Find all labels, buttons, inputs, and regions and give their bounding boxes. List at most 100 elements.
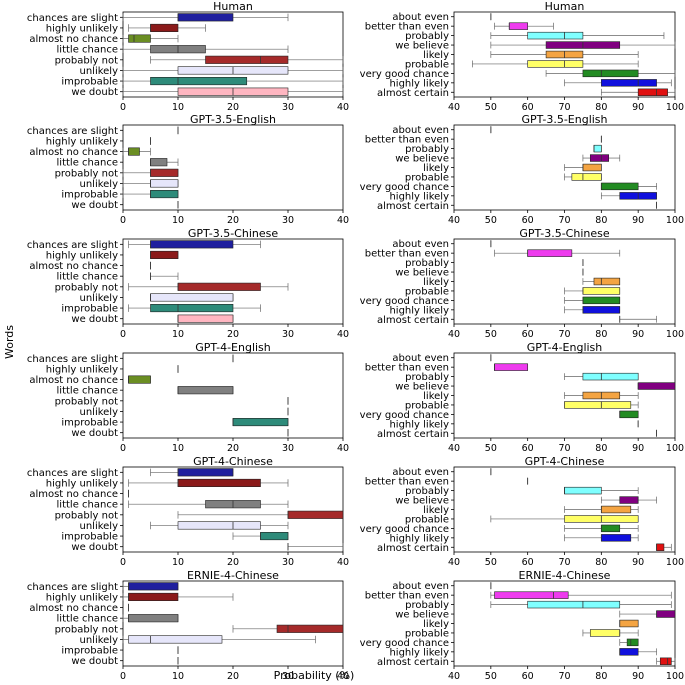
box-body xyxy=(128,635,223,644)
box-body xyxy=(593,277,621,286)
x-tick-label: 0 xyxy=(120,215,126,226)
box-probable xyxy=(582,629,639,637)
panel-title: Human xyxy=(213,0,253,13)
box-body xyxy=(601,534,632,542)
category-label: about even xyxy=(392,12,449,23)
category-label: chances are slight xyxy=(27,582,118,593)
panel-ernie-4-chinese-high: ERNIE-4-Chinese 40 50 60 70 80 90 100 about even… xyxy=(360,569,684,682)
x-tick-label: 30 xyxy=(282,329,294,340)
x-tick-label: 40 xyxy=(448,329,460,340)
box-unlikely xyxy=(122,179,179,188)
x-tick-label: 10 xyxy=(172,102,184,113)
panel-title: GPT-3.5-English xyxy=(521,113,607,126)
category-label: highly likely xyxy=(389,191,449,202)
x-tick-label: 50 xyxy=(485,102,497,113)
box-we-believe xyxy=(619,610,676,618)
category-label: unlikely xyxy=(79,635,118,646)
category-label: little chance xyxy=(57,158,118,169)
x-tick-label: 90 xyxy=(632,671,644,682)
x-tick-label: 30 xyxy=(282,557,294,568)
category-label: chances are slight xyxy=(27,13,118,24)
x-tick-label: 40 xyxy=(448,443,460,454)
box-better-than-even xyxy=(494,22,554,30)
category-label: probable xyxy=(405,59,449,70)
x-tick-label: 100 xyxy=(666,557,684,568)
category-label: we doubt xyxy=(71,87,118,98)
box-improbable xyxy=(128,304,261,313)
box-probably xyxy=(593,144,602,153)
box-probable xyxy=(490,515,639,523)
box-probably-not xyxy=(150,55,344,64)
category-label: probably xyxy=(405,486,449,497)
x-tick-label: 30 xyxy=(282,215,294,226)
category-label: almost certain xyxy=(377,429,449,440)
box-probable xyxy=(564,401,639,409)
x-tick-label: 30 xyxy=(282,102,294,113)
category-label: likely xyxy=(423,50,449,61)
category-label: highly likely xyxy=(389,647,449,658)
category-label: almost no chance xyxy=(29,375,118,386)
category-label: probably not xyxy=(55,624,119,635)
box-unlikely xyxy=(122,66,344,75)
box-body xyxy=(128,147,140,156)
box-unlikely xyxy=(122,635,316,644)
category-label: chances are slight xyxy=(27,354,118,365)
box-body xyxy=(128,375,151,384)
category-label: very good chance xyxy=(360,638,449,649)
category-label: probably not xyxy=(55,396,119,407)
box-body xyxy=(150,304,234,313)
box-body xyxy=(128,592,179,601)
box-highly-likely xyxy=(564,534,639,542)
category-label: probable xyxy=(405,286,449,297)
x-tick-label: 40 xyxy=(337,215,349,226)
box-little-chance xyxy=(122,45,289,54)
box-very-good-chance xyxy=(564,524,639,533)
x-tick-label: 20 xyxy=(227,329,239,340)
box-little-chance xyxy=(177,386,234,395)
x-tick-label: 30 xyxy=(282,443,294,454)
category-label: highly likely xyxy=(389,78,449,89)
box-body xyxy=(601,505,632,514)
box-body xyxy=(494,591,569,599)
category-label: unlikely xyxy=(79,293,118,304)
category-label: very good chance xyxy=(360,69,449,80)
box-body xyxy=(619,648,639,656)
box-body xyxy=(177,282,261,291)
category-label: improbable xyxy=(61,77,118,88)
category-label: we believe xyxy=(395,41,449,52)
panel-title: GPT-3.5-English xyxy=(190,113,276,126)
category-label: likely xyxy=(423,619,449,630)
y-axis-label: Words xyxy=(3,325,16,359)
category-label: we doubt xyxy=(71,314,118,325)
category-label: little chance xyxy=(57,386,118,397)
category-label: better than even xyxy=(365,363,449,374)
box-improbable xyxy=(122,190,179,199)
x-tick-label: 100 xyxy=(666,102,684,113)
category-label: highly likely xyxy=(389,419,449,430)
box-body xyxy=(593,144,602,153)
category-label: chances are slight xyxy=(27,240,118,251)
panel-title: GPT-4-English xyxy=(195,341,271,354)
panel-title: ERNIE-4-Chinese xyxy=(519,569,611,582)
box-little-chance xyxy=(150,272,179,280)
box-improbable xyxy=(232,418,289,427)
box-body xyxy=(589,154,609,162)
category-label: probably not xyxy=(55,168,119,179)
box-body xyxy=(177,314,234,323)
x-tick-label: 30 xyxy=(282,671,294,682)
box-body xyxy=(276,624,344,633)
x-tick-label: 90 xyxy=(632,443,644,454)
category-label: better than even xyxy=(365,135,449,146)
box-highly-unlikely xyxy=(150,250,179,259)
category-label: chances are slight xyxy=(27,468,118,479)
box-highly-unlikely xyxy=(128,478,289,487)
box-chances-are-slight xyxy=(122,582,179,591)
category-label: highly likely xyxy=(389,305,449,316)
x-tick-label: 50 xyxy=(485,443,497,454)
box-body xyxy=(287,510,344,519)
box-almost-certain xyxy=(656,657,676,665)
x-tick-label: 90 xyxy=(632,557,644,568)
